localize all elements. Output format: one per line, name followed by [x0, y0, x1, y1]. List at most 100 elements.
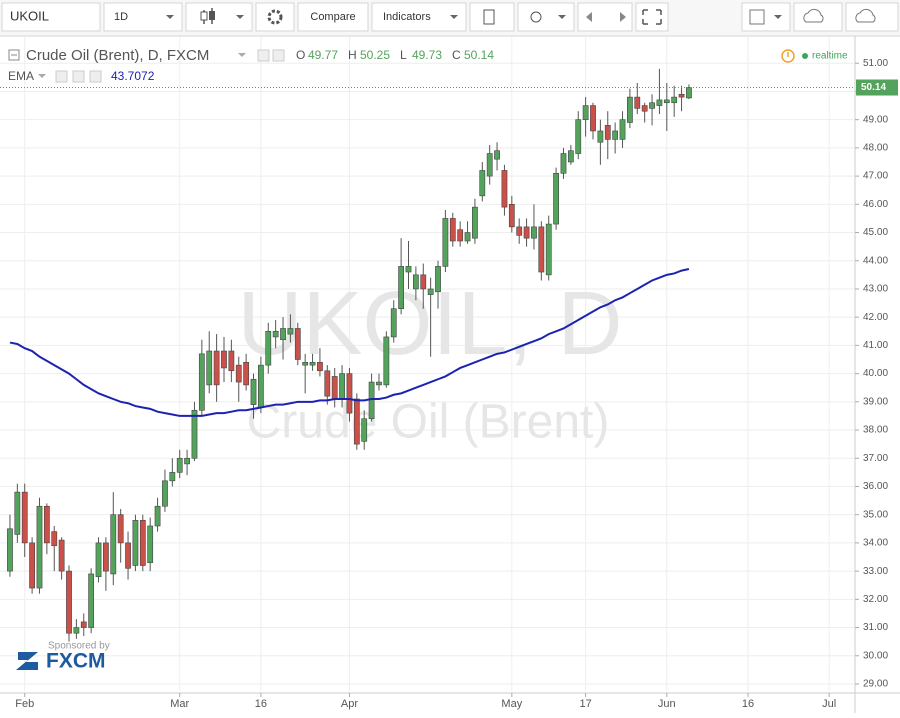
candle-up — [464, 232, 471, 242]
fullscreen-button[interactable] — [635, 2, 669, 32]
candle-up — [147, 525, 154, 563]
candle-up — [376, 381, 382, 386]
x-tick-label: Feb — [15, 698, 34, 710]
candle-down — [508, 204, 515, 228]
candle-up — [486, 153, 493, 177]
x-tick-label: 16 — [255, 698, 267, 710]
x-tick-label: Jun — [658, 698, 676, 710]
candle-down — [331, 376, 338, 400]
candle-down — [21, 491, 28, 544]
candle-up — [390, 308, 397, 338]
candle-down — [678, 93, 685, 98]
candle-down — [58, 539, 65, 572]
candle-up — [656, 99, 663, 106]
candle-up — [36, 505, 43, 589]
candle-up — [110, 514, 117, 575]
candle-up — [671, 96, 678, 104]
candle-up — [531, 226, 537, 239]
candle-down — [324, 370, 331, 397]
candle-up — [258, 364, 264, 408]
candle-up — [398, 266, 404, 310]
alert-button[interactable] — [469, 2, 515, 32]
save-cloud-button[interactable] — [793, 2, 843, 32]
compare-button[interactable] — [297, 2, 369, 32]
y-tick-label: 34.00 — [863, 538, 888, 549]
sponsor-brand: FXCM — [46, 650, 106, 673]
candle-up — [265, 330, 272, 366]
y-tick-label: 38.00 — [863, 425, 888, 436]
candle-up — [88, 573, 95, 628]
last-price-label: 50.14 — [861, 82, 886, 93]
axes: 29.00 30.00 31.00 32.00 33.00 34.00 35.00 36.00… — [15, 58, 898, 710]
candle-up — [567, 150, 574, 163]
candle-up — [472, 206, 478, 239]
y-tick-label: 35.00 — [863, 509, 888, 520]
candle-down — [103, 542, 109, 572]
ohlc-value: 50.25 — [360, 48, 390, 62]
candle-up — [95, 542, 102, 578]
indicators-button[interactable] — [371, 2, 467, 32]
interval-text: 1D — [114, 11, 128, 23]
candle-up — [169, 472, 176, 482]
ohlc-label: L — [400, 48, 407, 62]
candle-down — [66, 570, 72, 634]
candle-down — [346, 373, 353, 414]
candle-up — [7, 528, 13, 572]
y-tick-label: 39.00 — [863, 396, 888, 407]
x-tick-label: Mar — [170, 698, 189, 710]
candle-up — [612, 130, 619, 140]
x-tick-label: May — [501, 698, 522, 710]
y-tick-label: 44.00 — [863, 255, 888, 266]
y-tick-label: 49.00 — [863, 114, 888, 125]
candle-up — [442, 218, 449, 267]
candle-up — [154, 505, 161, 527]
y-tick-label: 41.00 — [863, 340, 888, 351]
candle-down — [235, 364, 242, 383]
candle-up — [132, 520, 139, 566]
candle-up — [649, 102, 655, 109]
watermark-name: Crude Oil (Brent) — [247, 396, 610, 449]
layout-button[interactable] — [741, 2, 791, 32]
candle-up — [479, 170, 486, 197]
candle-down — [228, 350, 235, 372]
candle-up — [250, 378, 257, 405]
candle-up — [686, 87, 692, 99]
candle-up — [361, 418, 368, 442]
candle-down — [590, 105, 596, 132]
y-tick-label: 29.00 — [863, 679, 888, 690]
candle-down — [125, 542, 131, 569]
ohlc-value: 49.77 — [308, 48, 338, 62]
candle-up — [494, 150, 500, 160]
candle-up — [405, 266, 412, 273]
y-tick-label: 43.00 — [863, 284, 888, 295]
candle-up — [339, 373, 345, 400]
y-tick-label: 45.00 — [863, 227, 888, 238]
candle-down — [449, 218, 456, 242]
y-tick-label: 30.00 — [863, 650, 888, 661]
chart-title: Crude Oil (Brent), D, FXCM — [26, 47, 209, 64]
settings-button[interactable] — [255, 2, 295, 32]
candle-up — [619, 119, 626, 140]
y-tick-label: 33.00 — [863, 566, 888, 577]
ema-legend-value: 43.7072 — [111, 69, 155, 83]
candle-down — [80, 621, 87, 628]
y-tick-label: 31.00 — [863, 622, 888, 633]
chart-style-button[interactable] — [185, 2, 253, 32]
load-cloud-button[interactable] — [845, 2, 899, 32]
x-tick-label: Jul — [822, 698, 836, 710]
candle-down — [29, 542, 35, 589]
drawing-button[interactable] — [517, 2, 575, 32]
candle-up — [14, 491, 21, 535]
candle-up — [368, 381, 375, 420]
x-tick-label: 16 — [742, 698, 754, 710]
candle-down — [604, 125, 611, 140]
candle-down — [501, 170, 508, 208]
sponsor-text: Sponsored by — [48, 641, 110, 652]
plot-area — [0, 68, 855, 642]
y-tick-label: 36.00 — [863, 481, 888, 492]
ohlc-legend: O 49.77 H 50.25 L 49.73 C 50.14 — [296, 48, 494, 62]
candle-down — [523, 226, 530, 239]
symbol-input[interactable] — [1, 2, 101, 32]
